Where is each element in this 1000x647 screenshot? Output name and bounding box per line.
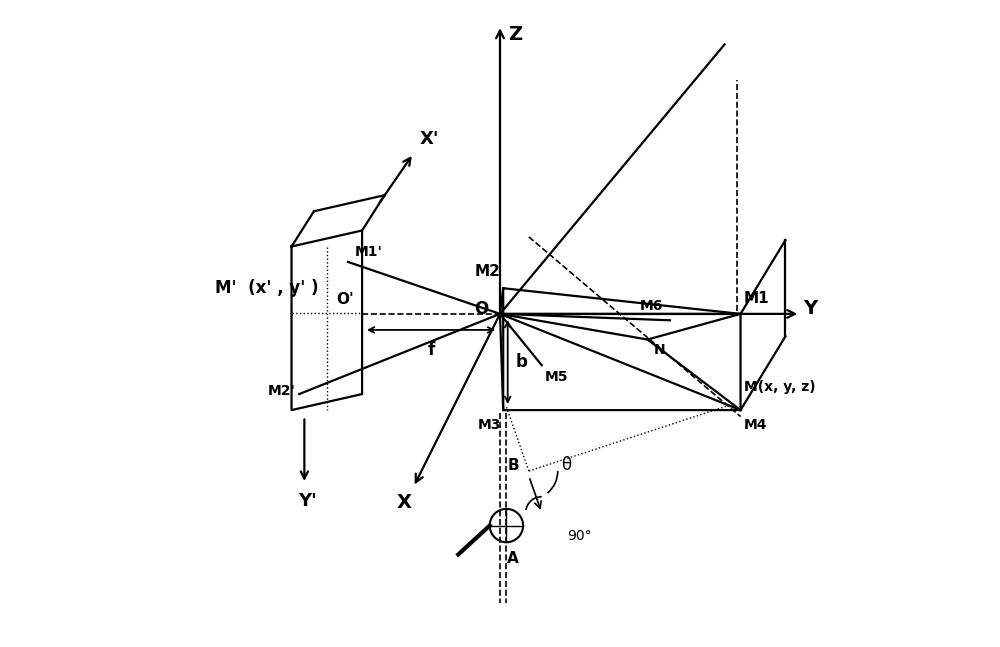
Text: M5: M5	[545, 370, 568, 384]
Text: M1: M1	[744, 291, 769, 306]
Text: O: O	[474, 300, 488, 318]
Text: b: b	[515, 353, 527, 371]
Text: M3: M3	[478, 418, 501, 432]
Text: θ: θ	[561, 455, 571, 474]
Text: f: f	[427, 342, 435, 360]
Text: M6: M6	[640, 299, 664, 313]
Text: X: X	[396, 494, 411, 512]
Text: M2: M2	[474, 263, 500, 279]
Text: M(x, y, z): M(x, y, z)	[744, 380, 815, 394]
Text: Z: Z	[508, 25, 522, 44]
Text: 90°: 90°	[567, 529, 592, 543]
Text: M'  (x' , y' ): M' (x' , y' )	[215, 280, 318, 297]
Text: X': X'	[420, 131, 439, 148]
Text: Y': Y'	[298, 492, 317, 510]
Text: M2': M2'	[268, 384, 296, 399]
Text: B: B	[508, 459, 519, 474]
Text: Y: Y	[803, 300, 817, 318]
Text: A: A	[507, 551, 519, 566]
Text: M1': M1'	[354, 245, 382, 259]
Text: M4: M4	[744, 418, 767, 432]
Text: N: N	[654, 343, 666, 356]
Text: O': O'	[336, 292, 354, 307]
